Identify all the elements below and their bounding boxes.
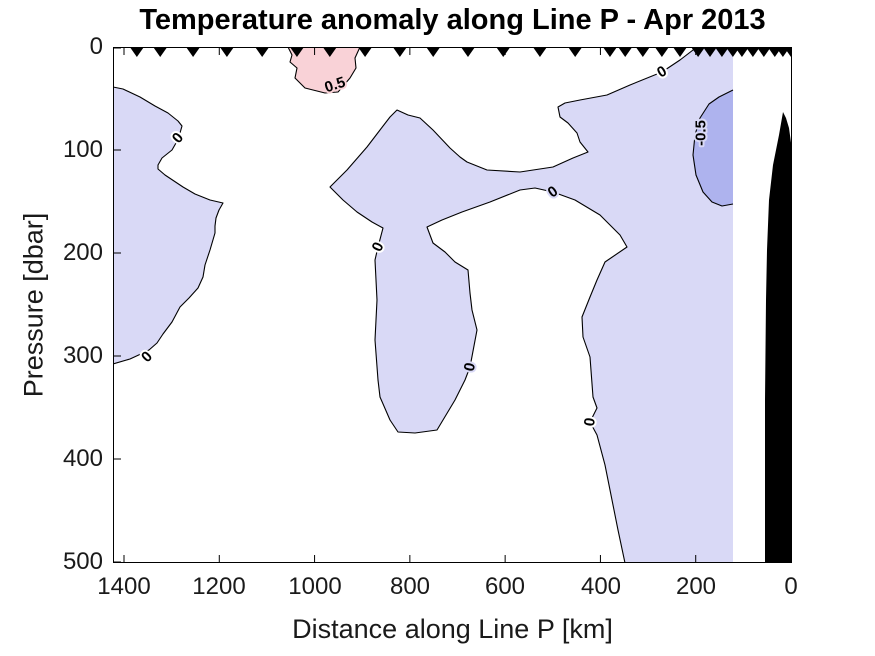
station-marker [757,47,771,57]
station-marker [426,47,440,57]
x-tick-label: 0 [784,573,798,600]
station-marker [130,47,144,57]
y-tick-label: 200 [62,239,103,266]
station-marker [703,47,717,57]
station-marker [186,47,200,57]
station-marker [618,47,632,57]
contour-line-plus05 [287,47,361,94]
y-tick-label: 0 [89,33,103,60]
station-marker [655,47,669,57]
station-marker [461,47,475,57]
bathymetry-mask [765,112,792,563]
x-tick-label: 400 [580,573,622,600]
region-positive-surface [288,47,360,93]
contour-label: -0.5 [693,120,710,146]
region-negative-west [113,87,223,364]
station-marker [533,47,547,57]
station-marker [673,47,687,57]
station-marker [393,47,407,57]
x-tick-label: 1400 [97,573,151,600]
y-tick-label: 400 [62,445,103,472]
plot-title: Temperature anomaly along Line P - Apr 2… [139,4,766,36]
region-negative-central-east [330,47,733,563]
contour-line-zero-west [113,86,224,365]
x-tick-label: 800 [389,573,431,600]
station-marker [691,47,705,57]
station-marker [784,47,792,57]
x-axis-label: Distance along Line P [km] [292,614,613,644]
y-tick-label: 500 [62,548,103,575]
station-marker [568,47,582,57]
x-tick-label: 1000 [288,573,342,600]
contour-line-minus05 [692,89,734,207]
x-tick-label: 600 [484,573,526,600]
station-marker [153,47,167,57]
x-tick-label: 1200 [192,573,246,600]
station-marker [255,47,269,57]
region-below-minus05 [693,90,733,206]
station-marker [636,47,650,57]
axes-frame [113,47,792,563]
x-tick-label: 200 [675,573,717,600]
station-marker [290,47,304,57]
station-marker [715,47,729,57]
y-tick-label: 100 [62,136,103,163]
station-marker [358,47,372,57]
station-marker [726,47,740,57]
station-marker [735,47,749,57]
y-tick-label: 300 [62,342,103,369]
station-marker [220,47,234,57]
contour-plot: 0 0 0 0 0 0 0 0.5 -0.5 [113,47,792,563]
station-marker [496,47,510,57]
station-marker [323,47,337,57]
contour-line-zero-main [329,47,698,563]
station-marker [603,47,617,57]
station-marker [746,47,760,57]
